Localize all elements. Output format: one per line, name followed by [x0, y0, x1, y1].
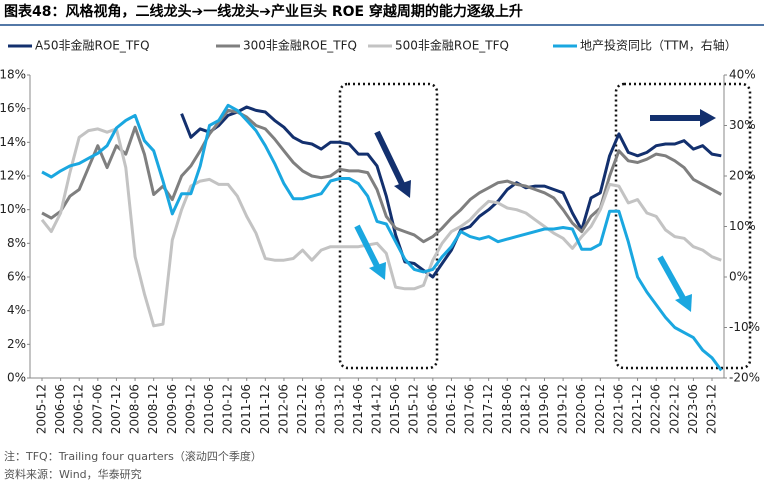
- legend-label: A50非金融ROE_TFQ: [35, 38, 150, 53]
- y-tick-label: 10%: [0, 202, 26, 216]
- series-line: [41, 103, 723, 372]
- x-tick-label: 2010-06: [202, 384, 216, 434]
- y2-tick-label: 10%: [729, 219, 756, 233]
- legend-label: 地产投资同比（TTM，右轴）: [580, 38, 737, 53]
- x-tick-label: 2012-06: [276, 384, 290, 434]
- y-tick-label: 14%: [0, 135, 26, 149]
- x-tick-label: 2022-06: [649, 384, 663, 434]
- y2-tick-label: -10%: [729, 320, 760, 334]
- source: 资料来源：Wind，华泰研究: [4, 467, 142, 481]
- x-tick-label: 2017-06: [463, 384, 477, 434]
- y-tick-label: 16%: [0, 101, 26, 115]
- chart-title: 图表48：风格视角，二线龙头➔一线龙头➔产业巨头 ROE 穿越周期的能力逐级上升: [4, 3, 523, 20]
- x-tick-label: 2019-12: [556, 384, 570, 434]
- highlight-box: [338, 82, 439, 370]
- legend-label: 300非金融ROE_TFQ: [243, 38, 357, 53]
- series-line: [41, 108, 723, 244]
- x-tick-label: 2008-12: [146, 384, 160, 434]
- x-tick-label: 2015-12: [407, 384, 421, 434]
- x-tick-label: 2006-06: [53, 384, 67, 434]
- x-tick-label: 2022-12: [667, 384, 681, 434]
- y-tick-label: 18%: [0, 68, 26, 82]
- x-tick-label: 2018-06: [500, 384, 514, 434]
- x-tick-label: 2019-06: [537, 384, 551, 434]
- arrows: [354, 109, 716, 312]
- x-tick-label: 2016-06: [425, 384, 439, 434]
- y2-tick-label: -20%: [729, 371, 760, 385]
- series-line: [40, 127, 722, 328]
- y2-tick-label: 0%: [729, 270, 748, 284]
- x-tick-label: 2018-12: [518, 384, 532, 434]
- x-tick-label: 2011-12: [258, 384, 272, 434]
- x-tick-label: 2009-06: [165, 384, 179, 434]
- x-tick-label: 2023-06: [686, 384, 700, 434]
- x-tick-label: 2008-06: [128, 384, 142, 434]
- x-tick-label: 2013-06: [314, 384, 328, 434]
- y-tick-label: 0%: [7, 371, 26, 385]
- y2-tick-label: 40%: [729, 68, 756, 82]
- x-tick-label: 2023-12: [705, 384, 719, 434]
- x-tick-label: 2017-12: [481, 384, 495, 434]
- x-tick-label: 2009-12: [183, 384, 197, 434]
- x-tick-label: 2014-12: [370, 384, 384, 434]
- series-line: [180, 105, 722, 279]
- plot: 0% 2% 4% 6% 8% 10% 12% 14% 16% 18% -20% -10% 0% 10% 20…: [0, 68, 760, 435]
- x-tick-label: 2007-12: [109, 384, 123, 434]
- y2-tick-label: 20%: [729, 169, 756, 183]
- legend-label: 500非金融ROE_TFQ: [395, 38, 509, 53]
- y-tick-label: 12%: [0, 169, 26, 183]
- y-tick-label: 4%: [7, 303, 26, 317]
- x-tick-label: 2010-12: [221, 384, 235, 434]
- x-tick-label: 2021-06: [611, 384, 625, 434]
- x-tick-label: 2013-12: [332, 384, 346, 434]
- x-tick-label: 2016-12: [444, 384, 458, 434]
- x-tick-label: 2007-06: [90, 384, 104, 434]
- y-tick-label: 6%: [7, 270, 26, 284]
- y-tick-label: 8%: [7, 236, 26, 250]
- y2-tick-label: 30%: [729, 118, 756, 132]
- y-tick-label: 2%: [7, 337, 26, 351]
- x-tick-label: 2006-12: [72, 384, 86, 434]
- x-tick-label: 2020-06: [574, 384, 588, 434]
- x-tick-label: 2020-12: [593, 384, 607, 434]
- x-tick-label: 2005-12: [35, 384, 49, 434]
- x-tick-label: 2015-06: [388, 384, 402, 434]
- note: 注：TFQ：Trailing four quarters（滚动四个季度）: [4, 449, 262, 463]
- highlight-box: [614, 82, 752, 370]
- x-tick-label: 2021-12: [630, 384, 644, 434]
- x-tick-label: 2012-12: [295, 384, 309, 434]
- x-tick-label: 2011-06: [239, 384, 253, 434]
- x-tick-label: 2014-06: [351, 384, 365, 434]
